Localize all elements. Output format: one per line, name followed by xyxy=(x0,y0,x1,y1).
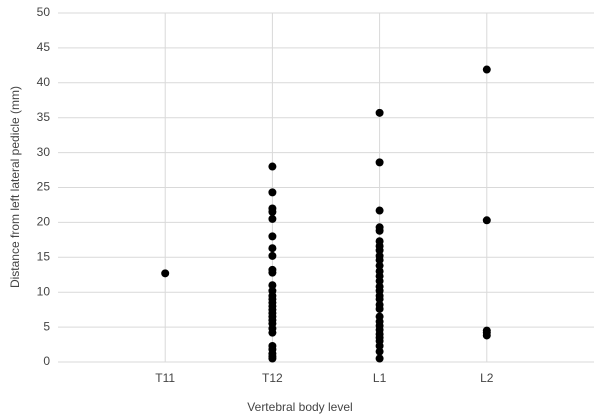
y-axis-label: Distance from left lateral pedicle (mm) xyxy=(8,86,22,288)
point xyxy=(375,347,384,356)
point xyxy=(268,232,277,241)
point xyxy=(268,281,277,290)
point xyxy=(482,65,491,74)
point xyxy=(375,256,384,265)
point xyxy=(268,214,277,223)
y-tick-label: 35 xyxy=(37,110,51,124)
y-tick-label: 45 xyxy=(37,40,51,54)
x-tick-label: T12 xyxy=(262,371,283,385)
y-tick-label: 5 xyxy=(43,319,50,333)
point xyxy=(268,244,277,253)
x-tick-label: L1 xyxy=(373,371,387,385)
x-tick-label: T11 xyxy=(155,371,175,385)
point xyxy=(375,341,384,350)
point xyxy=(268,162,277,171)
y-tick-label: 10 xyxy=(37,284,51,298)
y-tick-label: 40 xyxy=(37,75,51,89)
point xyxy=(268,354,277,363)
point xyxy=(268,268,277,277)
point xyxy=(482,331,491,340)
point xyxy=(268,251,277,260)
y-tick-label: 0 xyxy=(43,354,50,368)
y-tick-label: 20 xyxy=(37,215,51,229)
y-tick-label: 30 xyxy=(37,145,51,159)
point xyxy=(161,269,170,278)
point xyxy=(375,108,384,117)
x-axis-label: Vertebral body level xyxy=(247,400,352,414)
point xyxy=(482,216,491,225)
x-tick-label: L2 xyxy=(480,371,494,385)
point xyxy=(268,207,277,216)
point xyxy=(375,226,384,235)
point xyxy=(375,277,384,286)
y-tick-label: 50 xyxy=(37,5,51,19)
point xyxy=(375,158,384,167)
point xyxy=(375,295,384,304)
point xyxy=(375,304,384,313)
y-tick-label: 15 xyxy=(37,249,51,263)
point xyxy=(375,261,384,270)
point xyxy=(375,246,384,255)
y-tick-label: 25 xyxy=(37,180,51,194)
point xyxy=(375,354,384,363)
point xyxy=(268,188,277,197)
point xyxy=(375,206,384,215)
point xyxy=(268,328,277,337)
